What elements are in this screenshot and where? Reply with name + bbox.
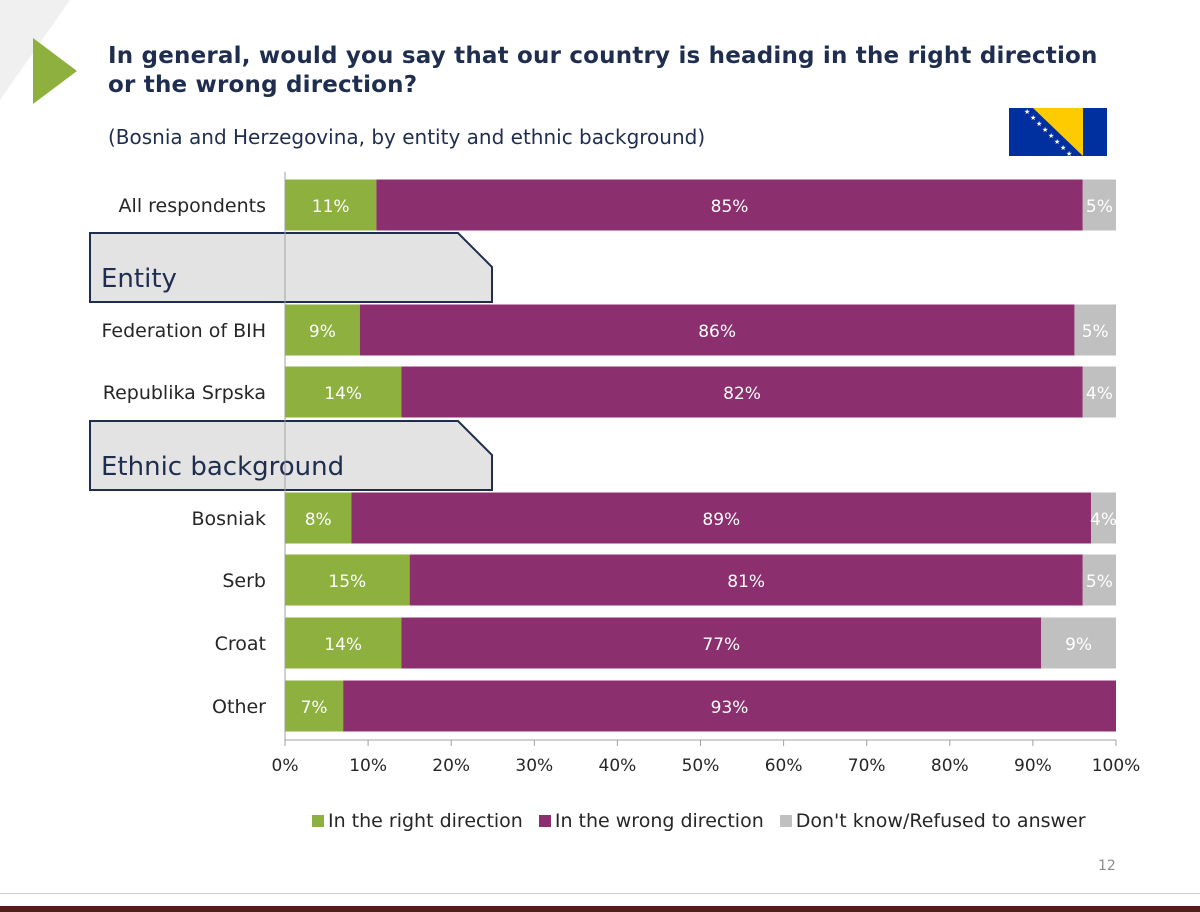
category-label: Other: [212, 696, 266, 718]
data-label: 8%: [305, 510, 332, 530]
data-label: 5%: [1086, 572, 1113, 592]
bar-segment: [401, 366, 1083, 418]
svg-text:★: ★: [1066, 150, 1072, 156]
group-header-box: [89, 232, 493, 303]
bar-segment: [1082, 554, 1116, 606]
page-number: 12: [1098, 858, 1116, 874]
bar-segment: [285, 179, 377, 231]
bar-segment: [285, 617, 402, 669]
footer-bar: [0, 906, 1200, 912]
bar-segment: [1041, 617, 1116, 669]
data-label: 4%: [1086, 384, 1113, 404]
x-tick-label: 0%: [272, 756, 299, 776]
data-label: 93%: [711, 698, 749, 718]
data-label: 5%: [1086, 197, 1113, 217]
bar-segment: [401, 617, 1042, 669]
bar-segment: [1074, 304, 1116, 356]
x-tick-label: 80%: [931, 756, 969, 776]
bar-segment: [359, 304, 1075, 356]
bosnia-herzegovina-flag-icon: ★★★ ★★★ ★★: [1009, 108, 1107, 156]
data-label: 82%: [723, 384, 761, 404]
bar-segment: [285, 304, 360, 356]
x-tick-label: 30%: [515, 756, 553, 776]
category-label: All respondents: [119, 195, 266, 217]
category-label: Croat: [215, 633, 266, 655]
data-label: 77%: [702, 635, 740, 655]
svg-text:★: ★: [1036, 120, 1042, 128]
bar-segment: [285, 554, 410, 606]
legend-swatch-grey: [779, 815, 792, 827]
data-label: 81%: [727, 572, 765, 592]
x-tick-label: 40%: [599, 756, 637, 776]
category-label: Federation of BIH: [102, 320, 267, 342]
bar-segment: [1091, 492, 1116, 544]
x-tick-label: 20%: [432, 756, 470, 776]
category-label: Serb: [222, 570, 266, 592]
chart-legend: In the right direction In the wrong dire…: [312, 810, 1102, 832]
page-title: In general, would you say that our count…: [108, 43, 1098, 98]
x-tick-label: 90%: [1014, 756, 1052, 776]
legend-item-wrong-direction: In the wrong direction: [538, 810, 764, 832]
stacked-bar-chart: Entity Ethnic background All respondents 11…: [89, 172, 1141, 776]
svg-text:★: ★: [1060, 144, 1066, 152]
data-label: 86%: [698, 322, 736, 342]
bar-segment: [285, 366, 402, 418]
bar-segment: [409, 554, 1083, 606]
legend-label: Don't know/Refused to answer: [795, 810, 1086, 832]
data-label: 5%: [1082, 322, 1109, 342]
x-tick-label: 60%: [765, 756, 803, 776]
group-header-label: Entity: [101, 264, 177, 294]
x-tick-label: 100%: [1092, 756, 1141, 776]
footer-divider: [0, 893, 1200, 894]
data-label: 9%: [309, 322, 336, 342]
data-label: 14%: [324, 635, 362, 655]
data-label: 4%: [1090, 510, 1117, 530]
group-header-label: Ethnic background: [101, 452, 344, 482]
x-tick-label: 10%: [349, 756, 387, 776]
play-arrow-icon: [33, 38, 77, 104]
page-subtitle: (Bosnia and Herzegovina, by entity and e…: [108, 125, 706, 149]
data-label: 11%: [312, 197, 350, 217]
bar-segment: [351, 492, 1092, 544]
svg-text:★: ★: [1042, 126, 1048, 134]
data-label: 9%: [1065, 635, 1092, 655]
legend-item-dont-know: Don't know/Refused to answer: [779, 810, 1086, 832]
bar-segment: [343, 680, 1116, 732]
svg-text:★: ★: [1048, 132, 1054, 140]
group-header-box: [89, 420, 493, 491]
data-label: 89%: [702, 510, 740, 530]
legend-swatch-purple: [538, 815, 551, 827]
legend-swatch-green: [312, 815, 324, 827]
x-tick-label: 50%: [682, 756, 720, 776]
svg-text:★: ★: [1030, 114, 1036, 122]
x-tick-label: 70%: [848, 756, 886, 776]
legend-item-right-direction: In the right direction: [312, 810, 523, 832]
data-label: 14%: [324, 384, 362, 404]
category-label: Republika Srpska: [103, 382, 266, 404]
bar-segment: [285, 492, 352, 544]
bar-segment: [376, 179, 1083, 231]
legend-label: In the wrong direction: [554, 810, 764, 832]
data-label: 15%: [328, 572, 366, 592]
category-label: Bosniak: [191, 508, 266, 530]
svg-text:★: ★: [1054, 138, 1060, 146]
svg-text:★: ★: [1024, 108, 1030, 116]
legend-label: In the right direction: [328, 810, 523, 832]
data-label: 85%: [711, 197, 749, 217]
data-label: 7%: [301, 698, 328, 718]
bar-segment: [1082, 366, 1116, 418]
bar-segment: [1082, 179, 1116, 231]
bar-segment: [285, 680, 344, 732]
